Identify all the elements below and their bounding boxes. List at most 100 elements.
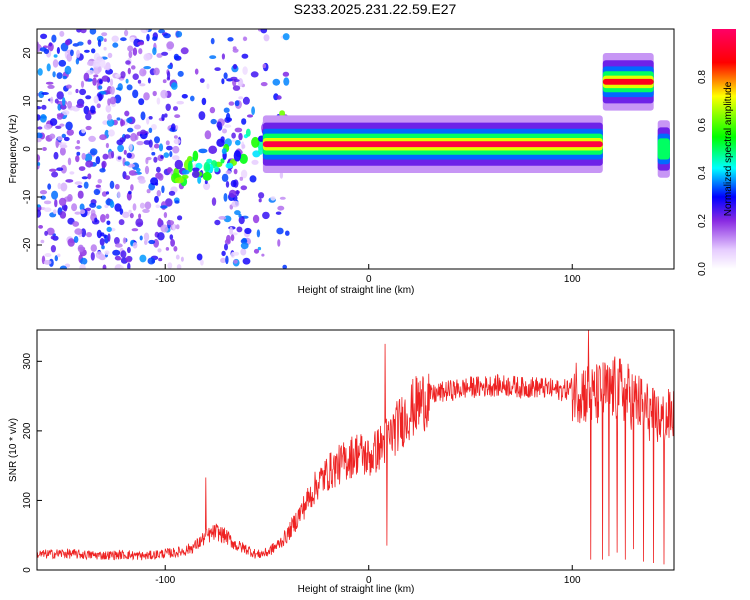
noise-blob [161,113,165,122]
noise-blob [224,243,228,251]
noise-blob [240,185,248,191]
noise-blob [80,29,87,34]
noise-blob [139,254,147,263]
noise-blob [176,264,182,269]
noise-blob [251,159,259,165]
noise-blob [96,205,102,210]
diagonal-trace-blob [214,166,220,173]
noise-blob [262,211,270,220]
noise-blob [84,153,93,163]
noise-blob [49,118,58,126]
noise-blob [98,93,103,102]
noise-blob [117,156,122,160]
noise-blob [238,216,245,225]
noise-blob [180,47,189,55]
noise-blob [99,168,106,173]
noise-blob [258,192,265,199]
noise-blob [123,149,127,155]
diagonal-trace-blob [220,158,225,164]
noise-blob [169,234,174,240]
noise-blob [282,71,290,77]
noise-blob [54,199,58,208]
noise-blob [132,47,138,56]
noise-blob [140,129,147,135]
noise-blob [124,110,130,117]
spectrogram-y-ticks: -20 -10 0 10 20 [22,47,42,252]
noise-blob [276,95,282,100]
noise-blob [218,216,227,220]
noise-blob [173,135,178,139]
noise-blob [61,133,66,138]
noise-blob [177,70,184,77]
noise-blob [57,136,63,141]
noise-blob [127,127,134,133]
noise-blob [209,106,216,114]
noise-blob [44,207,52,212]
noise-blob [234,127,243,133]
noise-blob [45,81,54,85]
x-tick-label: -100 [155,274,175,285]
noise-blob [164,113,168,118]
noise-blob [75,145,81,150]
noise-blob [136,167,141,172]
noise-blob [176,100,184,105]
noise-blob [44,230,48,236]
noise-blob [104,204,109,209]
noise-blob [190,95,195,102]
colorbar-label: Normalized spectral amplitude [723,81,734,216]
y-tick-label: 300 [22,353,33,370]
noise-blob [167,262,173,269]
noise-blob [117,144,124,153]
noise-blob [74,211,81,215]
noise-blob [109,96,117,105]
noise-blob [201,97,207,106]
noise-blob [250,71,259,78]
noise-blob [163,212,168,218]
noise-blob [49,168,57,172]
noise-blob [67,194,73,202]
noise-blob [63,205,68,212]
noise-blob [37,132,43,139]
noise-blob [65,179,74,183]
noise-blob [126,246,131,254]
noise-blob [165,247,170,251]
noise-blob [198,111,206,121]
noise-blob [137,79,142,84]
noise-blob [203,182,211,191]
noise-blob [275,211,282,215]
noise-blob [115,243,123,248]
noise-blob [52,59,59,68]
noise-blob [84,49,90,53]
noise-blob [221,53,225,60]
noise-blob [146,33,150,42]
noise-blob [200,259,204,266]
noise-blob [143,53,151,61]
noise-blob [54,98,59,104]
noise-blob [132,73,139,80]
noise-blob [166,41,175,50]
diagonal-trace-blob [187,160,193,173]
noise-blob [125,60,131,65]
noise-blob [126,117,133,124]
noise-blob [49,42,52,47]
noise-blob [157,173,164,181]
y-tick-label: 10 [22,95,33,107]
noise-blob [204,179,208,185]
noise-blob [59,147,66,156]
noise-blob [59,123,65,127]
noise-blob [53,54,58,58]
diagonal-trace-blob [198,148,208,154]
noise-blob [41,104,47,110]
noise-blob [77,185,83,188]
noise-blob [46,227,55,236]
noise-blob [106,220,111,226]
noise-blob [90,251,95,261]
noise-blob [103,65,110,70]
noise-blob [177,215,183,221]
spectrogram-x-axis-label: Height of straight line (km) [298,285,415,296]
noise-blob [66,84,72,89]
noise-blob [64,40,70,45]
noise-blob [154,136,160,144]
noise-blob [116,117,121,121]
noise-blob [46,63,51,72]
